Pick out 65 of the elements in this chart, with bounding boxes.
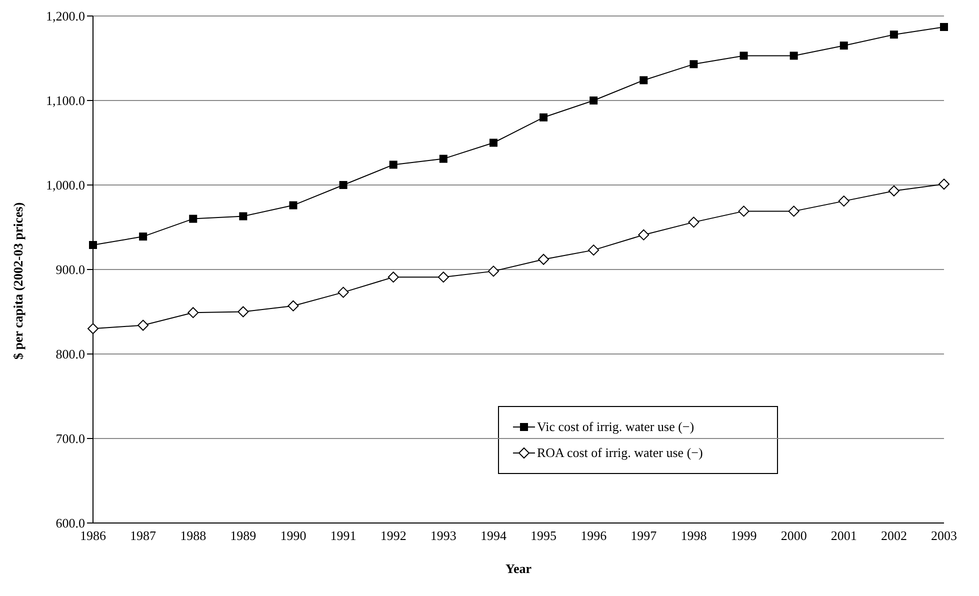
point xyxy=(238,306,249,318)
point xyxy=(588,244,600,256)
x-tick-label: 2001 xyxy=(830,528,857,544)
x-tick-label: 1991 xyxy=(330,528,356,544)
y-tick-label: 600.0 xyxy=(56,516,85,531)
legend-label: ROA cost of irrig. water use (−) xyxy=(537,445,703,461)
x-tick-label: 1999 xyxy=(730,528,757,544)
point xyxy=(590,96,598,104)
point xyxy=(890,30,898,39)
point xyxy=(688,216,700,228)
y-tick-label: 900.0 xyxy=(56,262,85,278)
x-tick-label: 1990 xyxy=(280,528,306,544)
point xyxy=(840,42,848,50)
point xyxy=(489,138,498,147)
point xyxy=(338,286,349,298)
point xyxy=(790,52,798,60)
point xyxy=(389,160,398,169)
point xyxy=(740,52,748,60)
point xyxy=(388,272,399,283)
y-tick-label: 1,100.0 xyxy=(46,93,85,108)
point xyxy=(738,206,750,217)
y-tick-label: 1,200.0 xyxy=(46,8,85,24)
point xyxy=(690,60,698,68)
y-tick-label: 800.0 xyxy=(56,346,85,362)
x-tick-label: 2003 xyxy=(931,528,957,544)
point xyxy=(138,320,149,331)
point xyxy=(139,232,148,241)
x-tick-label: 1997 xyxy=(630,528,658,544)
x-tick-label: 2002 xyxy=(880,528,907,544)
x-tick-label: 1989 xyxy=(230,528,256,544)
x-tick-label: 1992 xyxy=(380,528,406,544)
x-tick-label: 1996 xyxy=(580,528,608,544)
point xyxy=(339,181,348,189)
point xyxy=(888,185,900,196)
point xyxy=(940,22,948,31)
x-tick-label: 1995 xyxy=(530,528,557,544)
point xyxy=(289,201,298,210)
point xyxy=(838,196,850,207)
x-tick-label: 1987 xyxy=(130,528,157,544)
point xyxy=(638,229,650,240)
point xyxy=(938,178,950,190)
point xyxy=(488,266,499,277)
point xyxy=(288,300,299,312)
x-tick-label: 1994 xyxy=(480,528,507,544)
x-tick-label: 1986 xyxy=(80,528,106,544)
point xyxy=(188,307,199,318)
point xyxy=(538,254,550,265)
point xyxy=(89,240,97,249)
y-tick-label: 1,000.0 xyxy=(46,178,85,193)
y-tick-label: 700.0 xyxy=(56,431,85,446)
point xyxy=(239,212,248,220)
point xyxy=(88,323,98,334)
point xyxy=(788,206,800,217)
point xyxy=(640,76,648,84)
point xyxy=(439,154,448,163)
legend-label: Vic cost of irrig. water use (−) xyxy=(537,419,694,435)
point xyxy=(438,272,449,283)
x-tick-label: 1988 xyxy=(180,528,206,544)
point xyxy=(189,214,198,223)
point xyxy=(540,113,548,122)
x-tick-label: 2000 xyxy=(780,528,807,544)
x-tick-label: 1998 xyxy=(680,528,707,544)
x-axis-title: Year xyxy=(506,561,532,576)
y-axis-title: $ per capita (2002-03 prices) xyxy=(10,202,26,360)
x-tick-label: 1993 xyxy=(430,528,456,544)
